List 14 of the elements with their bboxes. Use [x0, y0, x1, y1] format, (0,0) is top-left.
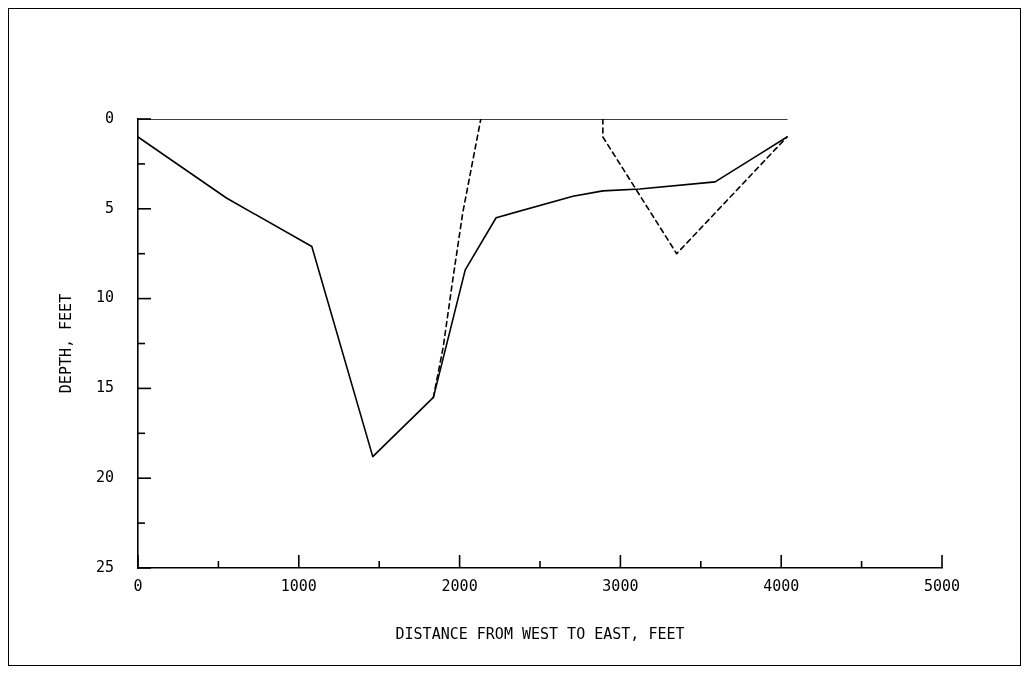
y-tick-label: 25 — [95, 557, 114, 576]
y-axis-title: DEPTH, FEET — [56, 293, 75, 394]
y-tick-label: 0 — [104, 108, 114, 127]
y-tick-label: 10 — [95, 288, 114, 307]
x-tick-label: 5000 — [923, 576, 961, 595]
y-tick-label: 15 — [95, 378, 114, 397]
x-tick-label: 1000 — [280, 576, 317, 595]
x-tick-label: 4000 — [763, 576, 800, 595]
y-tick-label: 20 — [95, 468, 114, 487]
x-tick-label: 2000 — [441, 576, 478, 595]
x-tick-label: 0 — [133, 576, 143, 595]
y-tick-label: 5 — [104, 198, 114, 217]
x-axis-title: DISTANCE FROM WEST TO EAST, FEET — [395, 624, 685, 643]
x-tick-label: 3000 — [602, 576, 639, 595]
